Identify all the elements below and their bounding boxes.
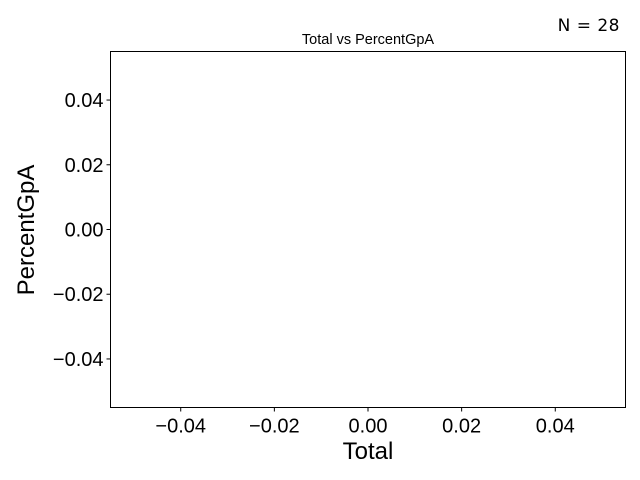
x-tick-label: 0.04 (536, 416, 575, 438)
x-axis-label: Total (343, 438, 394, 465)
y-tick-label: 0.04 (65, 90, 104, 112)
y-tick-label: 0.02 (65, 155, 104, 177)
chart-title: Total vs PercentGpA (302, 32, 434, 48)
x-axis-ticks: −0.04 −0.02 0.00 0.02 0.04 (155, 407, 575, 438)
x-tick-label: 0.00 (349, 416, 388, 438)
y-tick-label: −0.04 (53, 349, 104, 371)
plot-area (110, 51, 626, 408)
y-axis-label: PercentGpA (13, 165, 40, 296)
x-tick-label: −0.04 (155, 416, 206, 438)
y-tick-label: 0.00 (65, 220, 104, 242)
annotation-n: N = 28 (558, 16, 620, 36)
x-tick-label: 0.02 (442, 416, 481, 438)
x-tick-label: −0.02 (249, 416, 300, 438)
y-tick-label: −0.02 (53, 284, 104, 306)
y-axis-ticks: −0.04 −0.02 0.00 0.02 0.04 (53, 90, 111, 371)
